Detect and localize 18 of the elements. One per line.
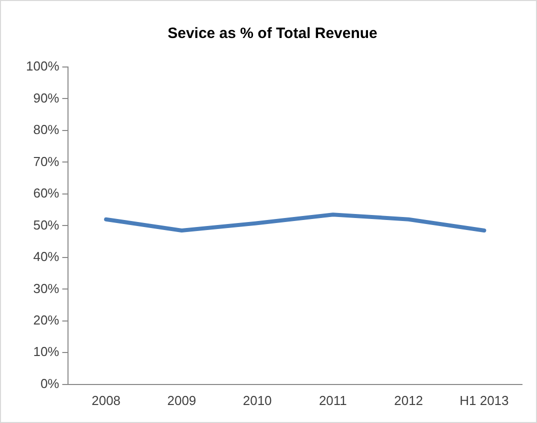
y-tick-label: 70% (33, 154, 60, 169)
x-tick-label: 2009 (167, 392, 196, 408)
y-tick-label: 30% (33, 280, 60, 296)
y-tick-label: 80% (33, 122, 60, 138)
y-tick-label: 90% (33, 90, 60, 106)
y-tick-label: 100% (26, 58, 60, 74)
x-tick-label: 2012 (394, 392, 424, 408)
x-tick-label: 2010 (242, 392, 272, 408)
x-tick-label: H1 2013 (460, 392, 509, 408)
y-tick-label: 60% (33, 186, 60, 201)
y-tick-label: 40% (33, 249, 60, 264)
y-tick-label: 0% (40, 376, 60, 391)
x-tick-label: 2011 (318, 392, 347, 408)
chart-title: Sevice as % of Total Revenue (168, 25, 378, 42)
y-tick-label: 10% (33, 344, 60, 360)
y-tick-label: 20% (33, 312, 60, 328)
y-tick-label: 50% (33, 217, 60, 232)
x-tick-label: 2008 (92, 392, 121, 408)
